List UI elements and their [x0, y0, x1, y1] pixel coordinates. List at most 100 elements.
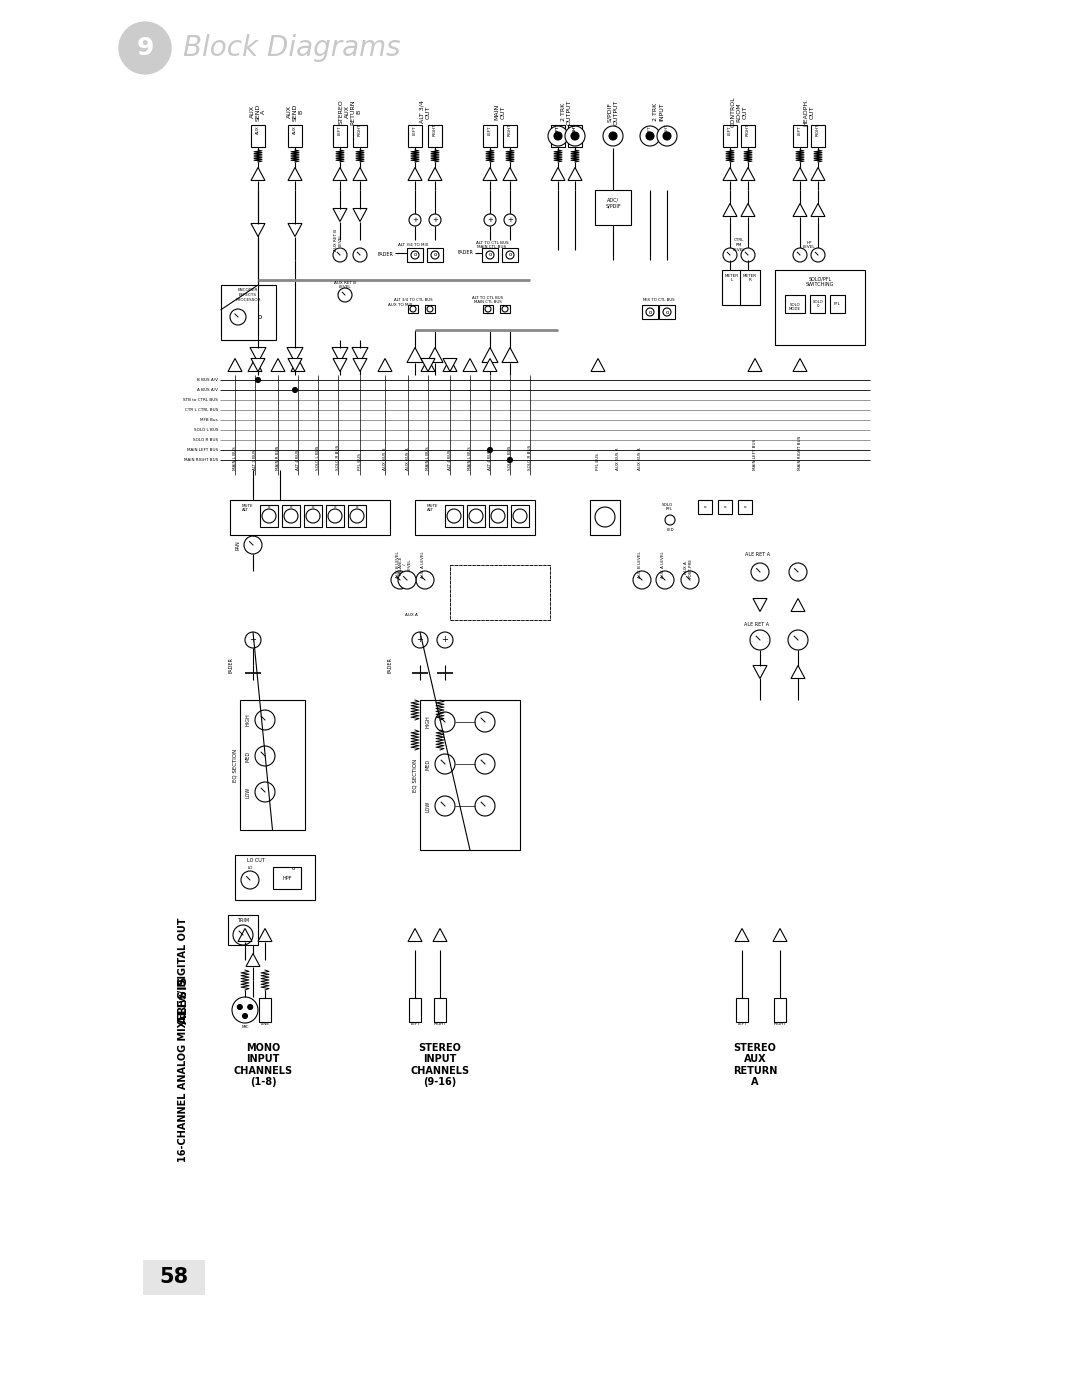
Circle shape: [513, 509, 527, 522]
Text: +: +: [417, 636, 423, 644]
Bar: [738, 500, 752, 514]
Bar: [415, 500, 535, 535]
Bar: [260, 504, 278, 527]
Bar: [235, 855, 315, 900]
Text: PFL BUS: PFL BUS: [357, 453, 362, 469]
Bar: [408, 305, 418, 313]
Bar: [831, 295, 845, 313]
Text: RIGHT: RIGHT: [665, 123, 669, 137]
Polygon shape: [238, 929, 252, 942]
Bar: [282, 504, 300, 527]
Polygon shape: [251, 359, 265, 372]
Bar: [590, 500, 620, 535]
Circle shape: [681, 571, 699, 590]
Circle shape: [409, 214, 421, 226]
Text: o: o: [509, 253, 512, 257]
Text: o: o: [258, 314, 262, 320]
Bar: [428, 124, 442, 147]
Text: ENCODER
EFFECTS
PROCESSOR: ENCODER EFFECTS PROCESSOR: [235, 288, 260, 302]
Polygon shape: [811, 204, 825, 217]
Text: LEFT: LEFT: [738, 1023, 746, 1025]
Polygon shape: [353, 168, 367, 180]
Text: LEFT: LEFT: [556, 126, 561, 136]
Text: o: o: [724, 504, 726, 509]
Bar: [228, 915, 258, 944]
Polygon shape: [591, 359, 605, 372]
Circle shape: [656, 571, 674, 590]
Polygon shape: [332, 348, 348, 362]
Polygon shape: [291, 359, 305, 372]
Text: AUX TO MIX: AUX TO MIX: [388, 303, 413, 307]
Text: HIGH: HIGH: [245, 714, 251, 726]
Text: PFL: PFL: [834, 302, 840, 306]
Bar: [774, 997, 786, 1023]
Circle shape: [750, 630, 770, 650]
Polygon shape: [503, 168, 517, 180]
Text: RIGHT: RIGHT: [816, 123, 820, 137]
Polygon shape: [483, 359, 497, 372]
Circle shape: [328, 509, 342, 522]
Text: LINE: LINE: [260, 1023, 270, 1025]
Text: SOLO R BUS: SOLO R BUS: [193, 439, 218, 441]
Text: o: o: [744, 504, 746, 509]
Text: LEFT: LEFT: [728, 126, 732, 136]
Text: EQ SECTION: EQ SECTION: [413, 759, 418, 792]
Text: RIGHT: RIGHT: [434, 1023, 446, 1025]
Text: AUX BUS B: AUX BUS B: [383, 447, 387, 469]
Text: LOW: LOW: [426, 800, 431, 812]
Circle shape: [391, 571, 409, 590]
Circle shape: [475, 712, 495, 732]
Text: SOLO/PFL
SWITCHING: SOLO/PFL SWITCHING: [806, 277, 834, 288]
Bar: [230, 500, 390, 535]
Polygon shape: [443, 359, 457, 372]
Circle shape: [233, 925, 253, 944]
Text: PFL BUS: PFL BUS: [596, 453, 600, 469]
Polygon shape: [287, 348, 303, 362]
Circle shape: [811, 249, 825, 263]
Text: MUTE
ALT: MUTE ALT: [427, 504, 438, 513]
Text: MED: MED: [245, 750, 251, 761]
Circle shape: [333, 249, 347, 263]
Circle shape: [640, 126, 660, 147]
Polygon shape: [408, 168, 422, 180]
Text: MAIN L BUS: MAIN L BUS: [426, 446, 430, 469]
Polygon shape: [753, 665, 767, 679]
Text: FADER: FADER: [377, 253, 393, 257]
Text: STEREO
INPUT
CHANNELS
(9-16): STEREO INPUT CHANNELS (9-16): [410, 1042, 470, 1087]
Bar: [353, 124, 367, 147]
Polygon shape: [421, 359, 435, 372]
Bar: [240, 700, 305, 830]
Circle shape: [284, 509, 298, 522]
Polygon shape: [251, 224, 265, 236]
Circle shape: [293, 387, 297, 393]
Text: 2 TRK
OUTPUT: 2 TRK OUTPUT: [562, 99, 572, 124]
Text: SOLO R BUS: SOLO R BUS: [336, 444, 340, 469]
Text: MIC: MIC: [241, 1025, 248, 1030]
Text: A BUS A/V: A BUS A/V: [197, 388, 218, 393]
Circle shape: [657, 126, 677, 147]
Text: SOLO L BUS: SOLO L BUS: [508, 446, 512, 469]
Circle shape: [243, 1013, 247, 1018]
Circle shape: [751, 563, 769, 581]
Text: ALT TO CTL BUS
MAIN CTL BUS: ALT TO CTL BUS MAIN CTL BUS: [472, 296, 503, 305]
Text: STEREO
AUX
RETURN
B: STEREO AUX RETURN B: [339, 99, 361, 124]
Polygon shape: [353, 208, 367, 222]
Bar: [500, 305, 510, 313]
Circle shape: [486, 251, 494, 258]
Circle shape: [565, 126, 585, 147]
Text: MAIN L BUS: MAIN L BUS: [468, 446, 472, 469]
Text: LEFT: LEFT: [410, 1023, 420, 1025]
Circle shape: [475, 796, 495, 816]
Polygon shape: [741, 204, 755, 217]
Bar: [785, 295, 805, 313]
Polygon shape: [248, 359, 262, 372]
Text: o: o: [334, 504, 336, 509]
Circle shape: [788, 630, 808, 650]
Circle shape: [447, 509, 461, 522]
Text: ALESIS: ALESIS: [176, 975, 189, 1024]
Circle shape: [437, 631, 453, 648]
Text: o: o: [488, 253, 491, 257]
Polygon shape: [568, 168, 582, 180]
Text: CONTROL
ROOM
OUT: CONTROL ROOM OUT: [731, 96, 747, 127]
Polygon shape: [427, 348, 443, 362]
